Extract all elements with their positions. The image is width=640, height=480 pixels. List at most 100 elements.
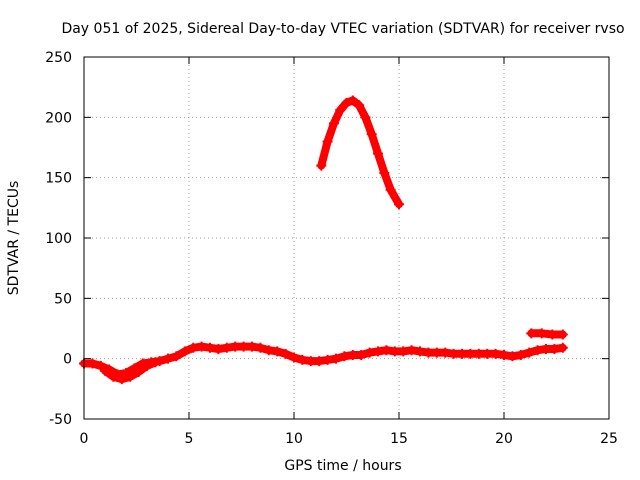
data-point	[394, 199, 404, 210]
data-point	[356, 350, 367, 361]
data-point	[142, 360, 152, 371]
data-point	[482, 348, 493, 359]
data-point	[398, 346, 409, 357]
data-point	[360, 112, 371, 123]
data-point	[473, 348, 484, 359]
data-point	[549, 344, 560, 355]
data-point	[255, 342, 266, 353]
data-point	[339, 351, 350, 362]
data-point	[289, 352, 299, 363]
data-point	[125, 371, 136, 382]
data-point	[322, 354, 333, 365]
x-tick-label: 25	[600, 431, 618, 447]
plot-frame	[83, 56, 610, 420]
data-point	[116, 374, 127, 385]
data-point	[328, 118, 339, 129]
grid	[84, 57, 609, 419]
data-point	[465, 348, 476, 359]
y-tick-label: 100	[45, 231, 72, 247]
data-point	[196, 341, 207, 352]
data-point	[347, 350, 358, 361]
data-point	[457, 348, 467, 359]
data-point	[171, 351, 182, 362]
data-point	[305, 356, 316, 367]
x-axis: 0 5 10 15 20 25	[80, 57, 618, 447]
data-point	[373, 148, 383, 159]
data-point	[314, 356, 325, 367]
series-line	[527, 329, 567, 339]
data-point	[205, 342, 215, 353]
y-tick-label: 150	[45, 171, 72, 187]
data-point	[280, 348, 291, 359]
data-point	[221, 342, 232, 353]
data-point	[547, 329, 558, 340]
data-point	[247, 341, 257, 352]
data-point	[423, 347, 434, 358]
data-point	[213, 344, 224, 355]
sdtvar-late	[526, 328, 568, 340]
data-point	[440, 347, 451, 358]
data-point	[163, 353, 173, 364]
data-point	[238, 341, 249, 352]
data-point	[406, 345, 417, 356]
data-point	[381, 345, 392, 356]
data-point	[179, 346, 190, 357]
y-tick-label: 50	[54, 291, 72, 307]
data-point	[272, 346, 283, 357]
data-point	[526, 328, 537, 339]
data-point	[448, 348, 459, 359]
data-point	[557, 329, 568, 340]
data-point	[341, 97, 352, 108]
y-tick-label: 250	[45, 50, 72, 66]
series-line	[317, 96, 403, 209]
data-point	[188, 342, 199, 353]
x-axis-label: GPS time / hours	[284, 458, 401, 474]
y-axis-label: SDTVAR / TECUs	[6, 181, 22, 296]
x-tick-label: 20	[495, 431, 513, 447]
sdtvar-secondary	[100, 357, 161, 385]
data-point	[108, 371, 119, 382]
data-point	[379, 167, 390, 178]
data-point	[331, 353, 341, 364]
chart-title: Day 051 of 2025, Sidereal Day-to-day VTE…	[61, 21, 624, 37]
data-point	[499, 350, 509, 361]
data-point	[316, 160, 327, 171]
data-point	[347, 95, 358, 106]
data-point	[366, 129, 377, 140]
data-point	[87, 358, 98, 369]
data-point	[532, 345, 543, 356]
y-tick-label: -50	[49, 412, 72, 428]
x-tick-label: 5	[185, 431, 194, 447]
y-tick-label: 0	[63, 352, 72, 368]
data-point	[263, 345, 274, 356]
data-point	[297, 354, 308, 365]
data-point	[541, 344, 551, 355]
data-point	[389, 346, 400, 357]
data-point	[536, 328, 547, 339]
data-point	[373, 346, 383, 357]
data-point	[415, 346, 425, 357]
x-tick-label: 10	[285, 431, 303, 447]
x-tick-label: 15	[390, 431, 408, 447]
data-point	[507, 351, 518, 362]
data-point	[431, 347, 442, 358]
data-point	[490, 348, 501, 359]
data-point	[150, 357, 161, 368]
data-point	[515, 350, 526, 361]
data-point	[335, 105, 346, 116]
data-point	[557, 342, 568, 353]
y-axis: -50 0 50 100 150 200 250	[45, 50, 609, 428]
data-point	[230, 341, 241, 352]
y-tick-label: 200	[45, 110, 72, 126]
data-point	[322, 136, 333, 147]
data-point	[133, 366, 144, 377]
data-point	[100, 365, 110, 376]
data-point	[524, 347, 535, 358]
data-point	[385, 184, 396, 195]
sdtvar-peak	[316, 95, 404, 210]
data-point	[364, 347, 375, 358]
series-group	[79, 95, 568, 385]
data-point	[354, 100, 365, 111]
x-tick-label: 0	[80, 431, 89, 447]
